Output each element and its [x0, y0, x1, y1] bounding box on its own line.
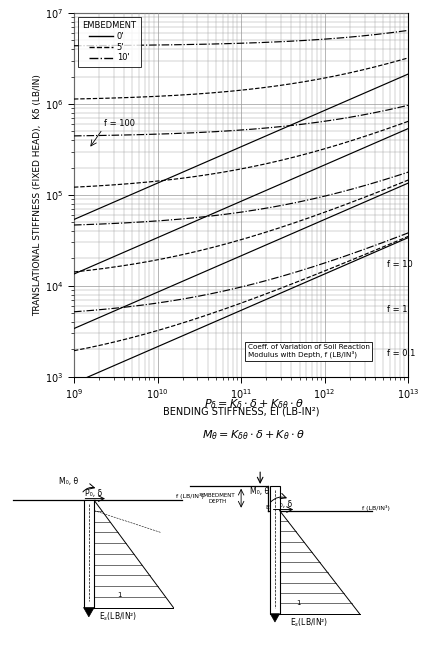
Text: $M_{\theta} = K_{\delta\theta} \cdot \delta + K_{\theta} \cdot\theta$: $M_{\theta} = K_{\delta\theta} \cdot \de…: [203, 428, 305, 442]
X-axis label: BENDING STIFFNESS, EI (LB-IN²): BENDING STIFFNESS, EI (LB-IN²): [163, 406, 319, 417]
Text: EMBEDMENT
DEPTH: EMBEDMENT DEPTH: [201, 493, 235, 504]
Text: f (LB/IN³): f (LB/IN³): [362, 504, 390, 510]
Text: P₀, δ: P₀, δ: [85, 489, 102, 498]
Text: 1: 1: [117, 592, 122, 598]
Polygon shape: [270, 614, 280, 622]
Text: 1: 1: [297, 601, 301, 607]
Y-axis label: TRANSLATIONAL STIFFNESS (FIXED HEAD),  Kδ (LB/IN): TRANSLATIONAL STIFFNESS (FIXED HEAD), Kδ…: [33, 74, 42, 316]
Text: M₀, θ: M₀, θ: [250, 487, 269, 496]
Text: $P_{\delta} = K_{\delta} \cdot \delta + K_{\delta\theta}\cdot\theta$: $P_{\delta} = K_{\delta} \cdot \delta + …: [204, 397, 304, 411]
Text: f = 1: f = 1: [387, 305, 407, 314]
Text: f = 10: f = 10: [387, 260, 412, 269]
Polygon shape: [84, 608, 94, 617]
Text: E$_{s,0}$: E$_{s,0}$: [264, 504, 277, 512]
Text: f = 100: f = 100: [104, 119, 135, 128]
Text: f (LB/IN³): f (LB/IN³): [176, 493, 203, 499]
Text: Coeff. of Variation of Soil Reaction
Modulus with Depth, f (LB/IN³): Coeff. of Variation of Soil Reaction Mod…: [248, 344, 370, 358]
Text: E$_s$(LB/IN²): E$_s$(LB/IN²): [290, 616, 328, 629]
Text: f = 0.1: f = 0.1: [387, 349, 415, 358]
Legend: 0', 5', 10': 0', 5', 10': [78, 17, 140, 67]
Text: M₀, θ: M₀, θ: [59, 477, 78, 486]
Text: E$_s$(LB/IN²): E$_s$(LB/IN²): [99, 611, 137, 624]
Bar: [84, 500, 94, 608]
Bar: [270, 486, 280, 614]
Text: P₀, δ: P₀, δ: [275, 500, 292, 509]
